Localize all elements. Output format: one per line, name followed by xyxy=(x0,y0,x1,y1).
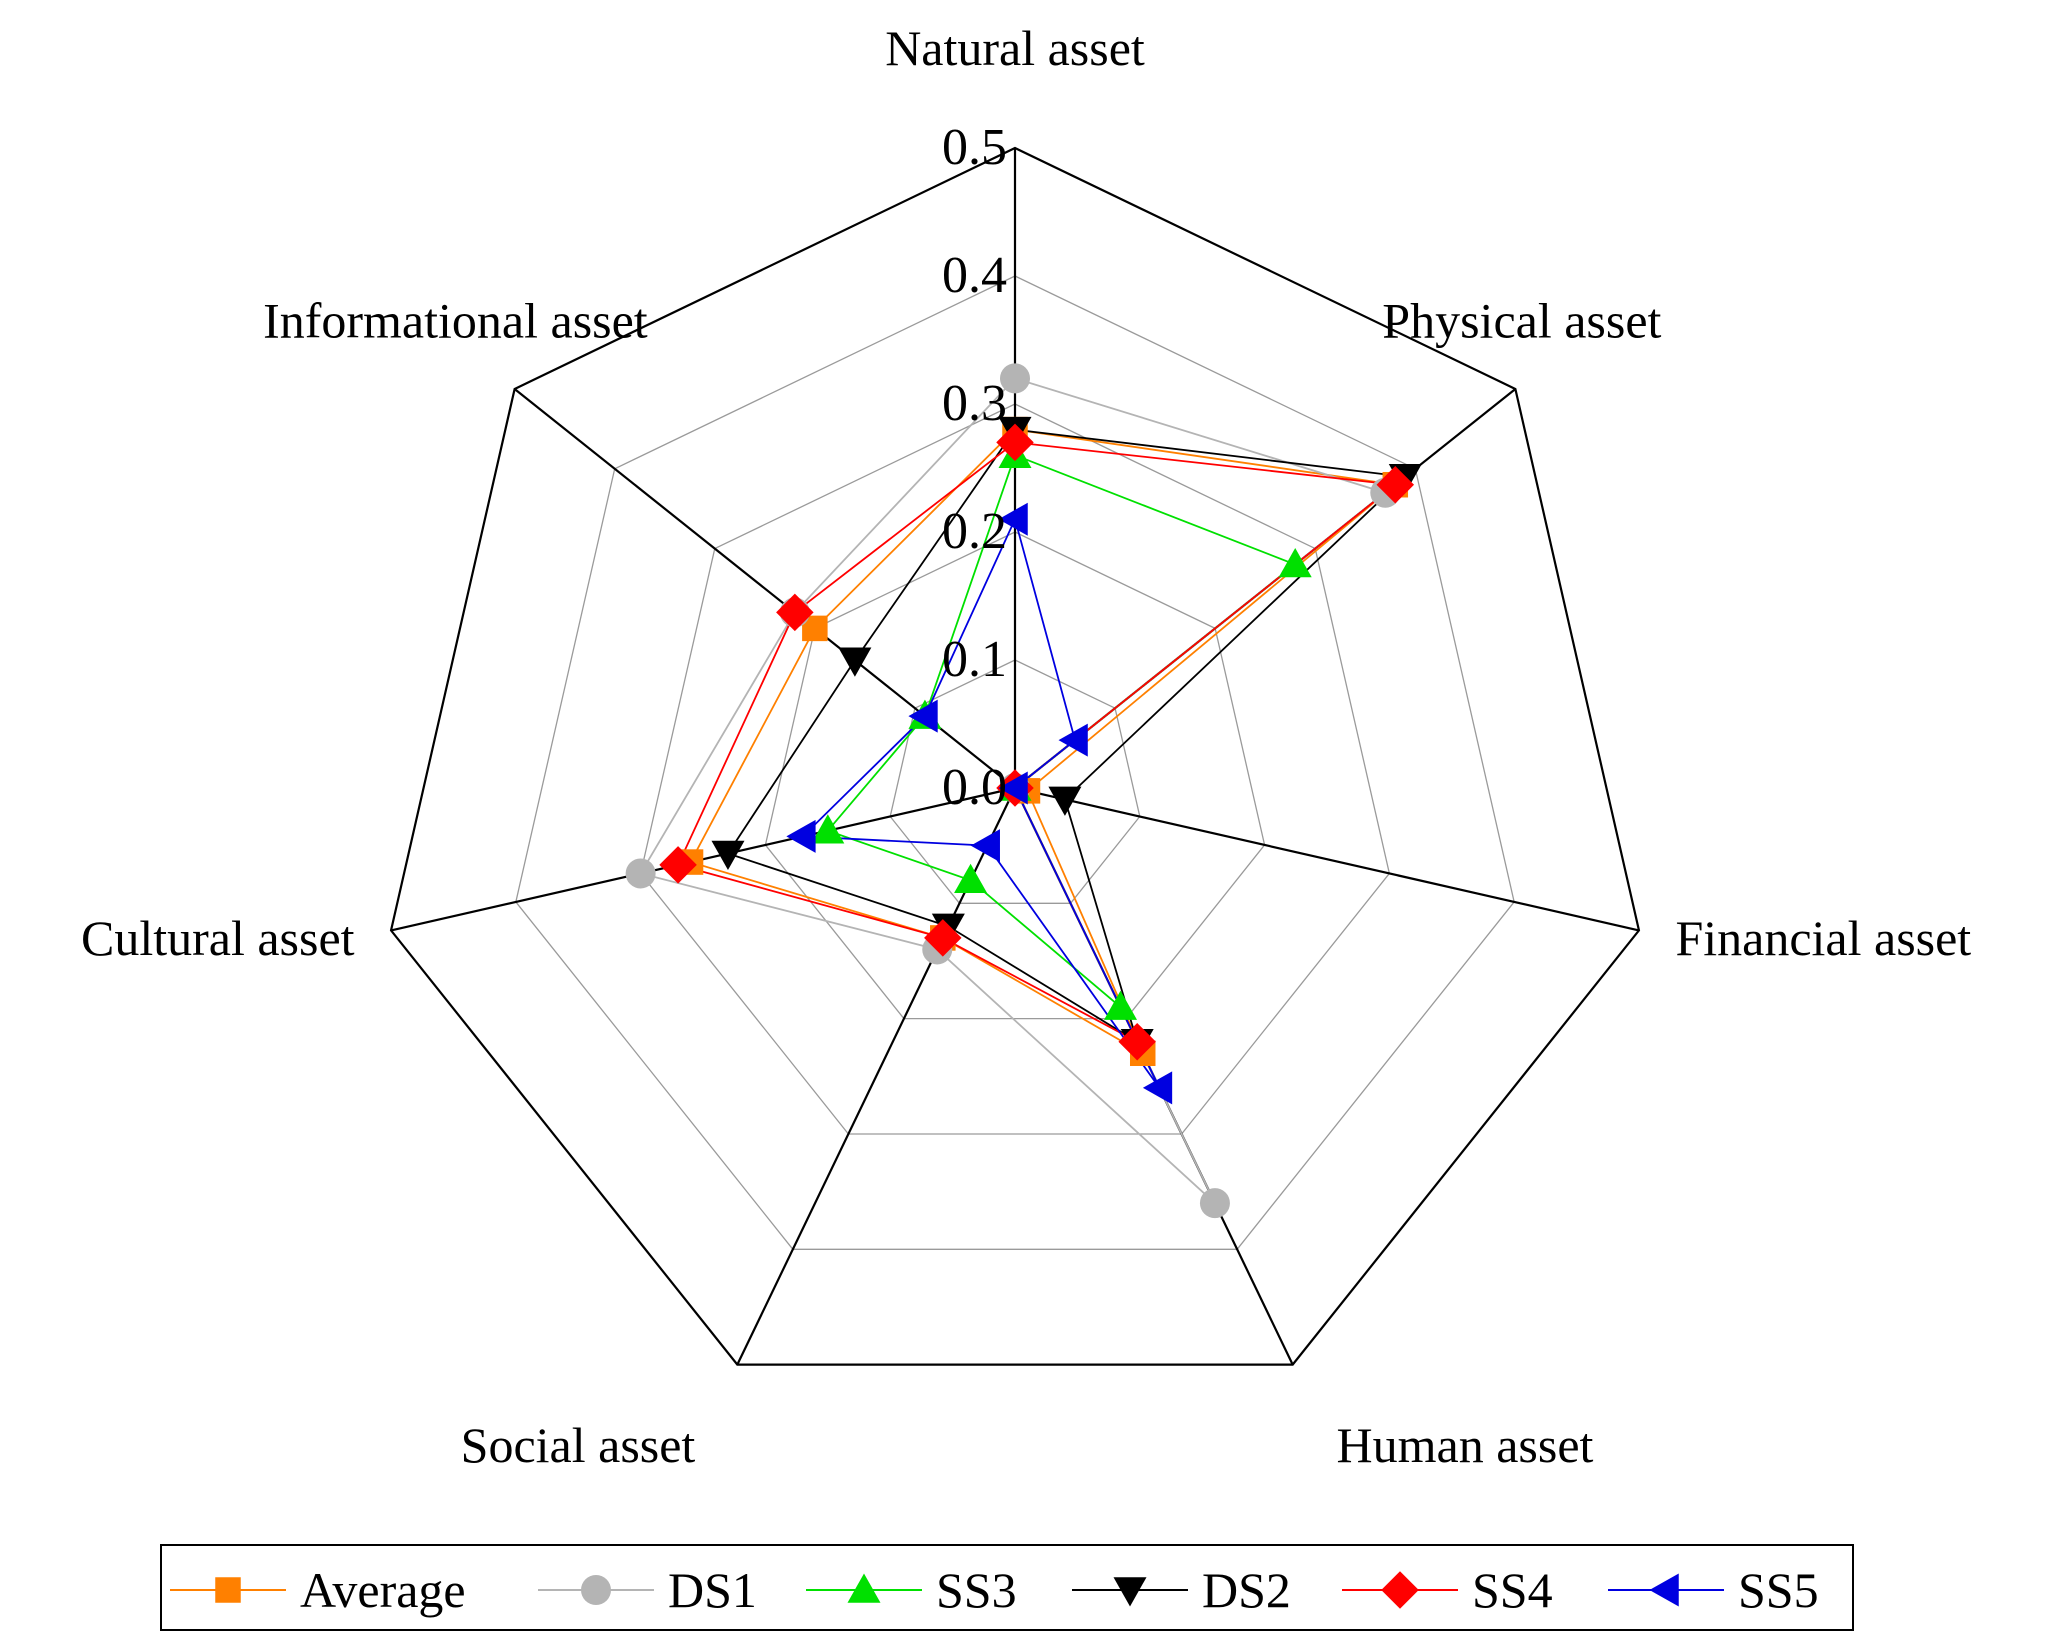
grid-ring-2 xyxy=(764,531,1266,1020)
r-tick-label: 0.4 xyxy=(942,247,1007,304)
radar-series xyxy=(639,377,1408,1204)
legend-marker-ss3 xyxy=(847,1573,881,1603)
data-point-ss5-social-asset xyxy=(970,829,1000,863)
data-point-ds1-cultural-asset xyxy=(625,858,656,889)
axis-label-physical-asset: Physical asset xyxy=(1382,293,1661,349)
axis-label-financial-asset: Financial asset xyxy=(1675,910,1971,966)
data-point-ss4-informational-asset xyxy=(776,593,814,632)
data-point-ds2-financial-asset xyxy=(1048,786,1082,816)
legend-label-ds2: DS2 xyxy=(1202,1562,1291,1618)
r-tick-label: 0.1 xyxy=(942,631,1007,688)
data-point-ds1-human-asset xyxy=(1199,1188,1230,1219)
axis-spoke-financial-asset xyxy=(1014,786,1640,932)
data-point-ss5-cultural-asset xyxy=(786,819,816,853)
legend-box xyxy=(160,1544,1854,1631)
axis-label-natural-asset: Natural asset xyxy=(885,20,1145,76)
legend-marker-ds1 xyxy=(581,1575,611,1605)
series-line-ss5 xyxy=(800,516,1161,1089)
data-point-ss3-human-asset xyxy=(1104,990,1138,1020)
data-point-ss5-informational-asset xyxy=(908,699,938,733)
grid-ring-3 xyxy=(639,403,1391,1135)
legend-label-ss3: SS3 xyxy=(936,1562,1017,1618)
data-point-ss3-physical-asset xyxy=(1278,548,1312,578)
data-point-ss3-social-asset xyxy=(954,863,988,894)
legend-label-average: Average xyxy=(300,1562,466,1618)
legend-marker-ss4 xyxy=(1381,1571,1419,1609)
radial-tick-labels: 0.0 0.1 0.2 0.3 0.4 0.5 xyxy=(942,119,1007,816)
legend-label-ds1: DS1 xyxy=(668,1562,757,1618)
data-point-ss5-natural-asset xyxy=(998,502,1028,536)
data-point-ss4-human-asset xyxy=(1118,1022,1156,1061)
grid-ring-5 xyxy=(389,146,1641,1366)
r-tick-label: 0.5 xyxy=(942,119,1007,176)
data-point-ss4-physical-asset xyxy=(1376,465,1415,504)
data-point-ss5-physical-asset xyxy=(1058,723,1088,757)
r-tick-label: 0.2 xyxy=(942,503,1007,560)
data-point-ss5-financial-asset xyxy=(998,771,1028,805)
r-tick-label: 0.3 xyxy=(942,375,1007,432)
axis-label-informational-asset: Informational asset xyxy=(263,293,648,349)
legend-label-ss5: SS5 xyxy=(1738,1562,1819,1618)
data-point-ss4-cultural-asset xyxy=(659,846,697,884)
radar-markers xyxy=(625,363,1422,1219)
axis-label-cultural-asset: Cultural asset xyxy=(81,910,355,966)
legend-marker-ss5 xyxy=(1649,1573,1679,1607)
axis-label-social-asset: Social asset xyxy=(461,1417,696,1473)
series-line-ds2 xyxy=(726,428,1408,1044)
data-point-ss3-cultural-asset xyxy=(811,814,845,844)
axis-labels: Natural asset Physical asset Financial ass… xyxy=(81,20,1971,1473)
data-point-ds2-informational-asset xyxy=(838,647,872,677)
series-line-average xyxy=(689,428,1398,1056)
legend-label-ss4: SS4 xyxy=(1472,1562,1553,1618)
data-point-ds1-natural-asset xyxy=(1000,363,1030,394)
grid-ring-4 xyxy=(515,275,1515,1250)
series-line-ss4 xyxy=(676,441,1398,1044)
data-point-ss4-social-asset xyxy=(924,919,962,957)
data-point-ss4-natural-asset xyxy=(996,423,1034,462)
r-tick-label: 0.0 xyxy=(942,759,1007,816)
legend-marker-ds2 xyxy=(1113,1577,1147,1607)
data-point-ds2-cultural-asset xyxy=(711,840,745,871)
axis-label-human-asset: Human asset xyxy=(1337,1417,1594,1473)
legend-marker-average xyxy=(215,1577,241,1603)
legend: Average DS1 SS3 DS2 SS4 SS5 xyxy=(160,1544,1854,1631)
data-point-ss5-human-asset xyxy=(1142,1071,1173,1105)
